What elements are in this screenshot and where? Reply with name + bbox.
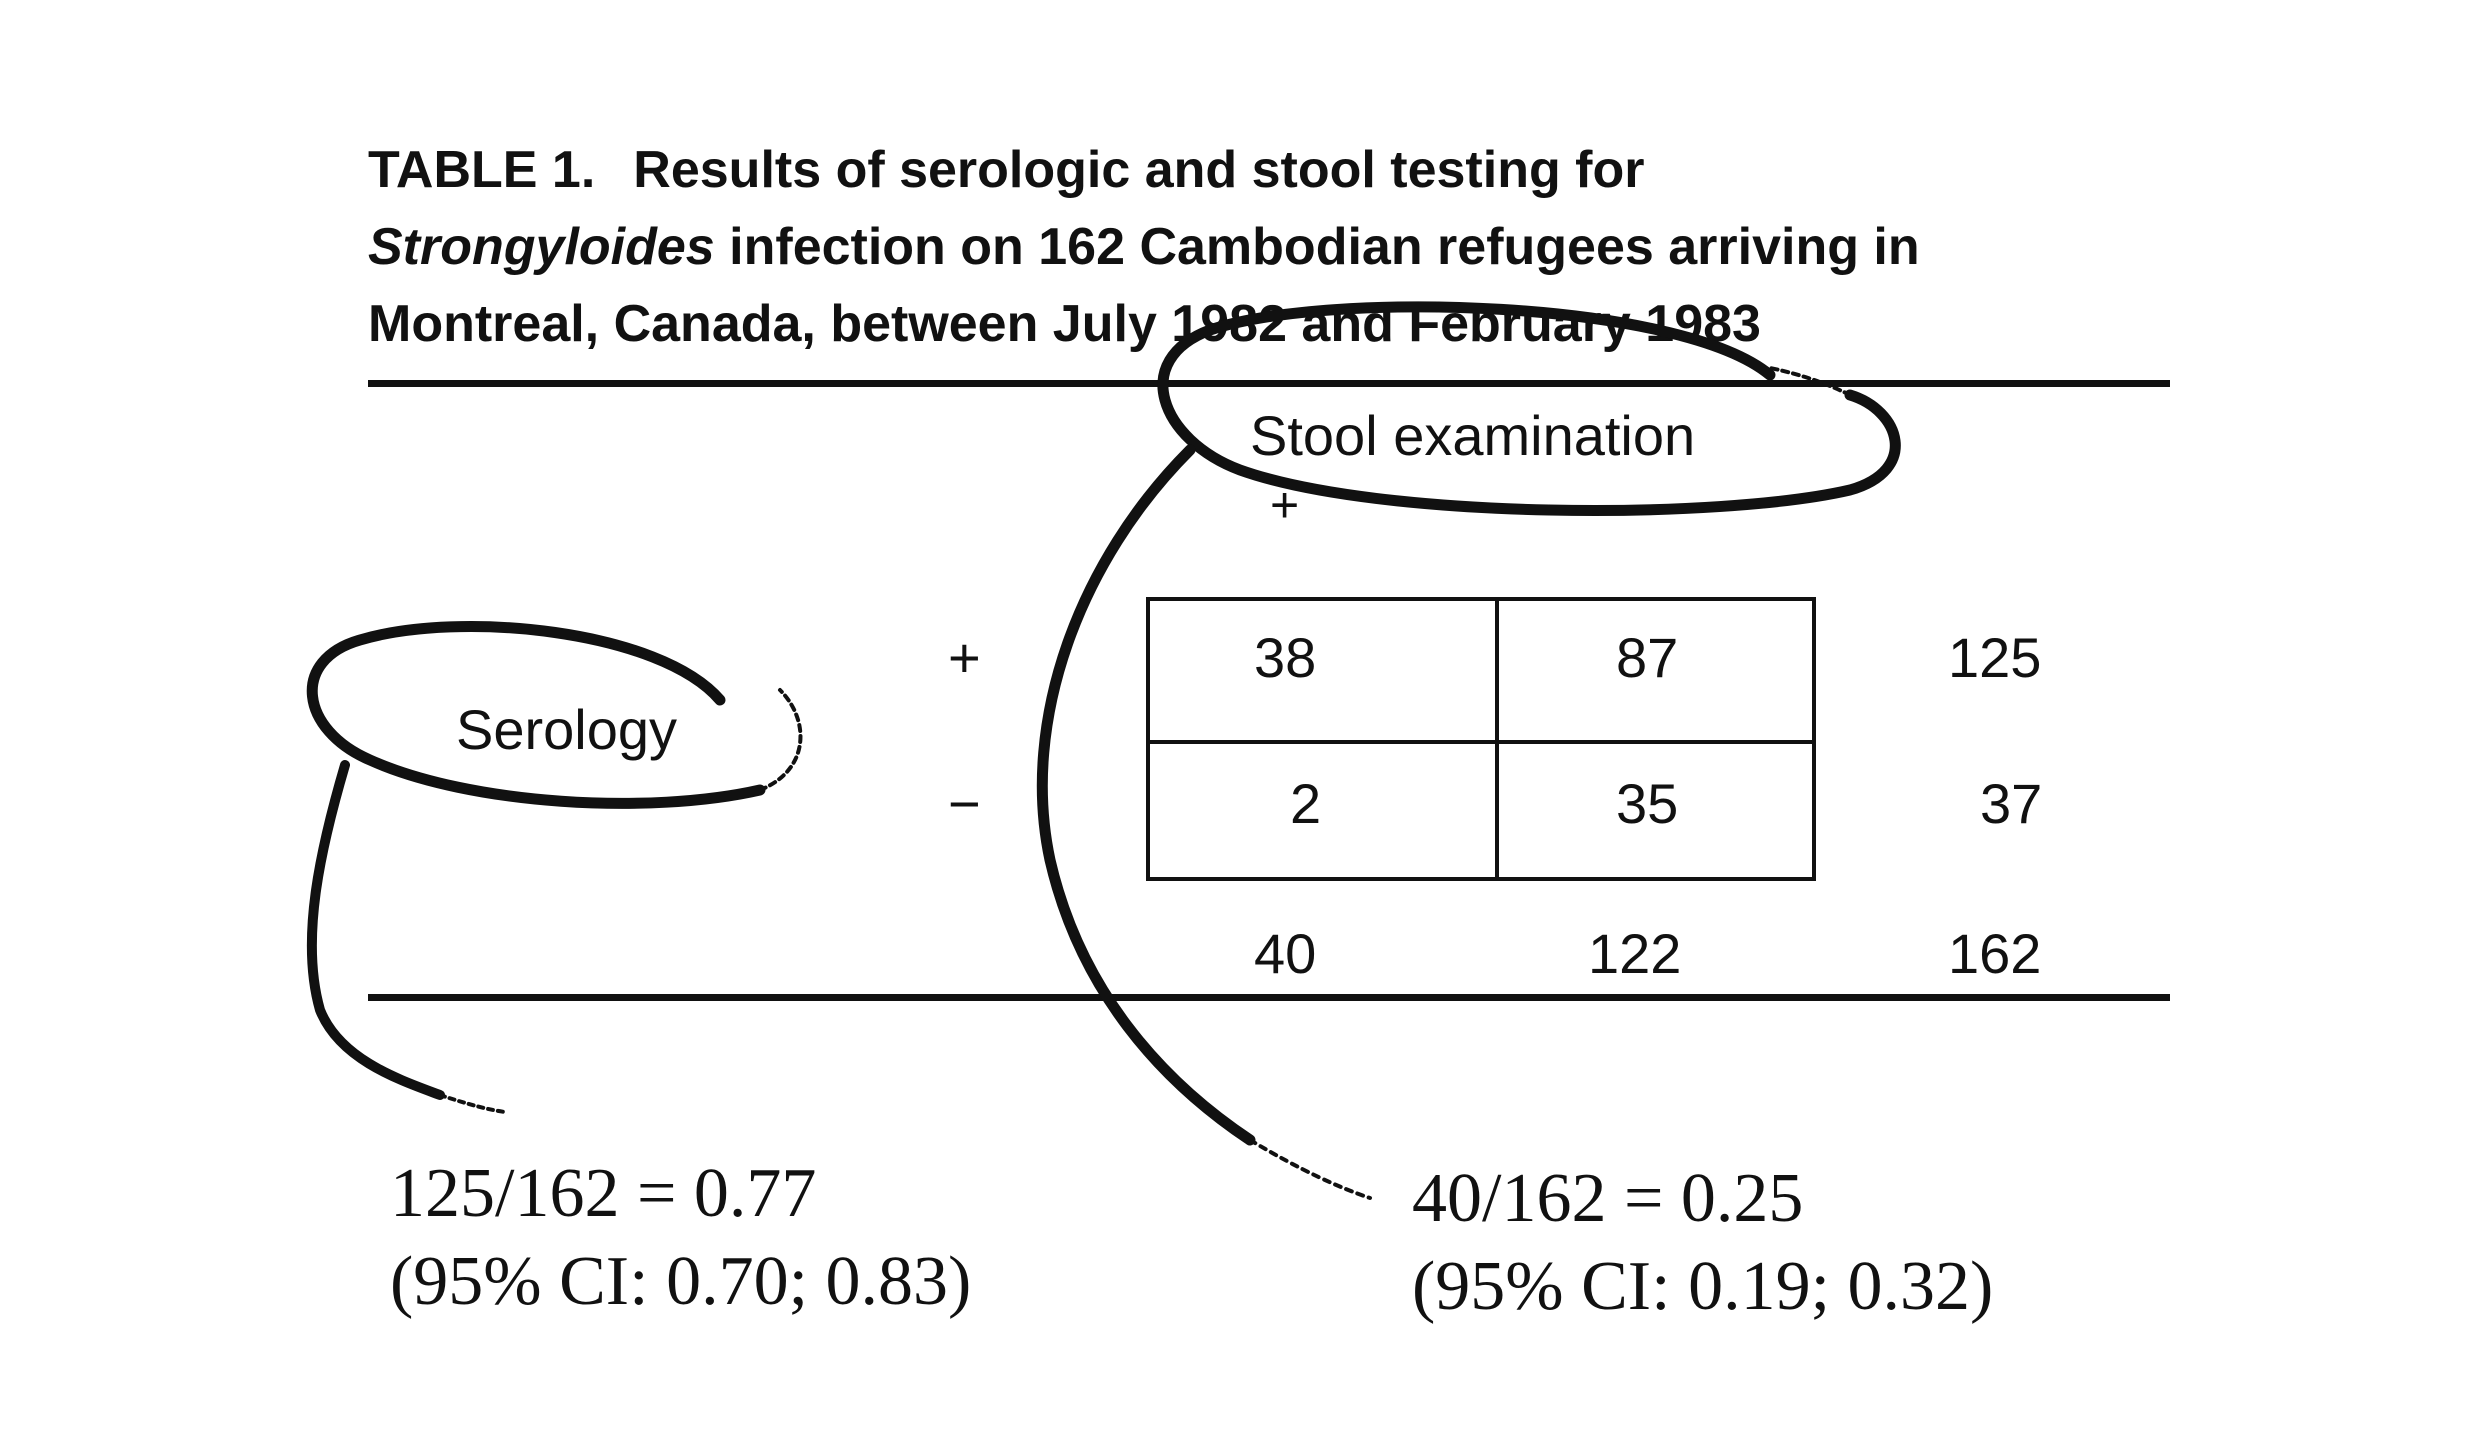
caption-line-3: Montreal, Canada, between July 1982 and … — [368, 295, 1761, 353]
cell-row-neg-total: 37 — [1980, 772, 2043, 835]
serology-proportion: 125/162 = 0.77 — [390, 1155, 817, 1232]
cell-col-pos-total: 40 — [1254, 922, 1317, 985]
serology-ellipse-stroke — [306, 621, 766, 809]
stool-ellipse-trail — [1768, 366, 1852, 397]
cell-pos-neg: 87 — [1616, 626, 1679, 689]
stool-note: 40/162 = 0.25 (95% CI: 0.19; 0.32) — [1412, 1155, 1993, 1331]
serology-ellipse-trail — [758, 688, 803, 792]
caption-line-2: Strongyloides infection on 162 Cambodian… — [368, 209, 2188, 286]
grid-vertical-divider — [1495, 601, 1499, 877]
row-header-plus: + — [948, 626, 981, 689]
stool-leader-trail — [1248, 1138, 1372, 1200]
top-rule — [368, 380, 2170, 387]
cell-neg-pos: 2 — [1290, 772, 1322, 835]
cell-row-pos-total: 125 — [1948, 626, 2042, 689]
stool-ellipse-stroke — [1157, 301, 1901, 516]
bottom-rule — [368, 994, 2170, 1001]
caption-line-1: TABLE 1. Results of serologic and stool t… — [368, 132, 2188, 209]
serology-note: 125/162 = 0.77 (95% CI: 0.70; 0.83) — [390, 1150, 971, 1326]
table-caption: TABLE 1. Results of serologic and stool t… — [368, 132, 2188, 363]
cell-grand-total: 162 — [1948, 922, 2042, 985]
row-header-serology: Serology — [456, 698, 678, 761]
cell-col-neg-total: 122 — [1588, 922, 1682, 985]
stool-leader-stroke — [1036, 444, 1256, 1146]
serology-leader-trail — [438, 1093, 507, 1114]
cell-pos-pos: 38 — [1254, 626, 1317, 689]
caption-text-1: Results of serologic and stool testing f… — [633, 141, 1645, 199]
organism-name: Strongyloides — [368, 218, 715, 276]
row-header-minus: − — [948, 772, 981, 835]
caption-text-2: infection on 162 Cambodian refugees arri… — [714, 218, 1920, 276]
stool-ci: (95% CI: 0.19; 0.32) — [1412, 1248, 1994, 1325]
table-label: TABLE 1. — [368, 141, 596, 199]
cell-neg-neg: 35 — [1616, 772, 1679, 835]
serology-ci: (95% CI: 0.70; 0.83) — [390, 1243, 972, 1320]
grid-horizontal-divider — [1150, 740, 1812, 744]
contingency-grid — [1146, 597, 1816, 881]
serology-leader-stroke — [306, 760, 445, 1100]
column-header-stool: Stool examination — [1250, 404, 1696, 467]
stool-proportion: 40/162 = 0.25 — [1412, 1160, 1804, 1237]
